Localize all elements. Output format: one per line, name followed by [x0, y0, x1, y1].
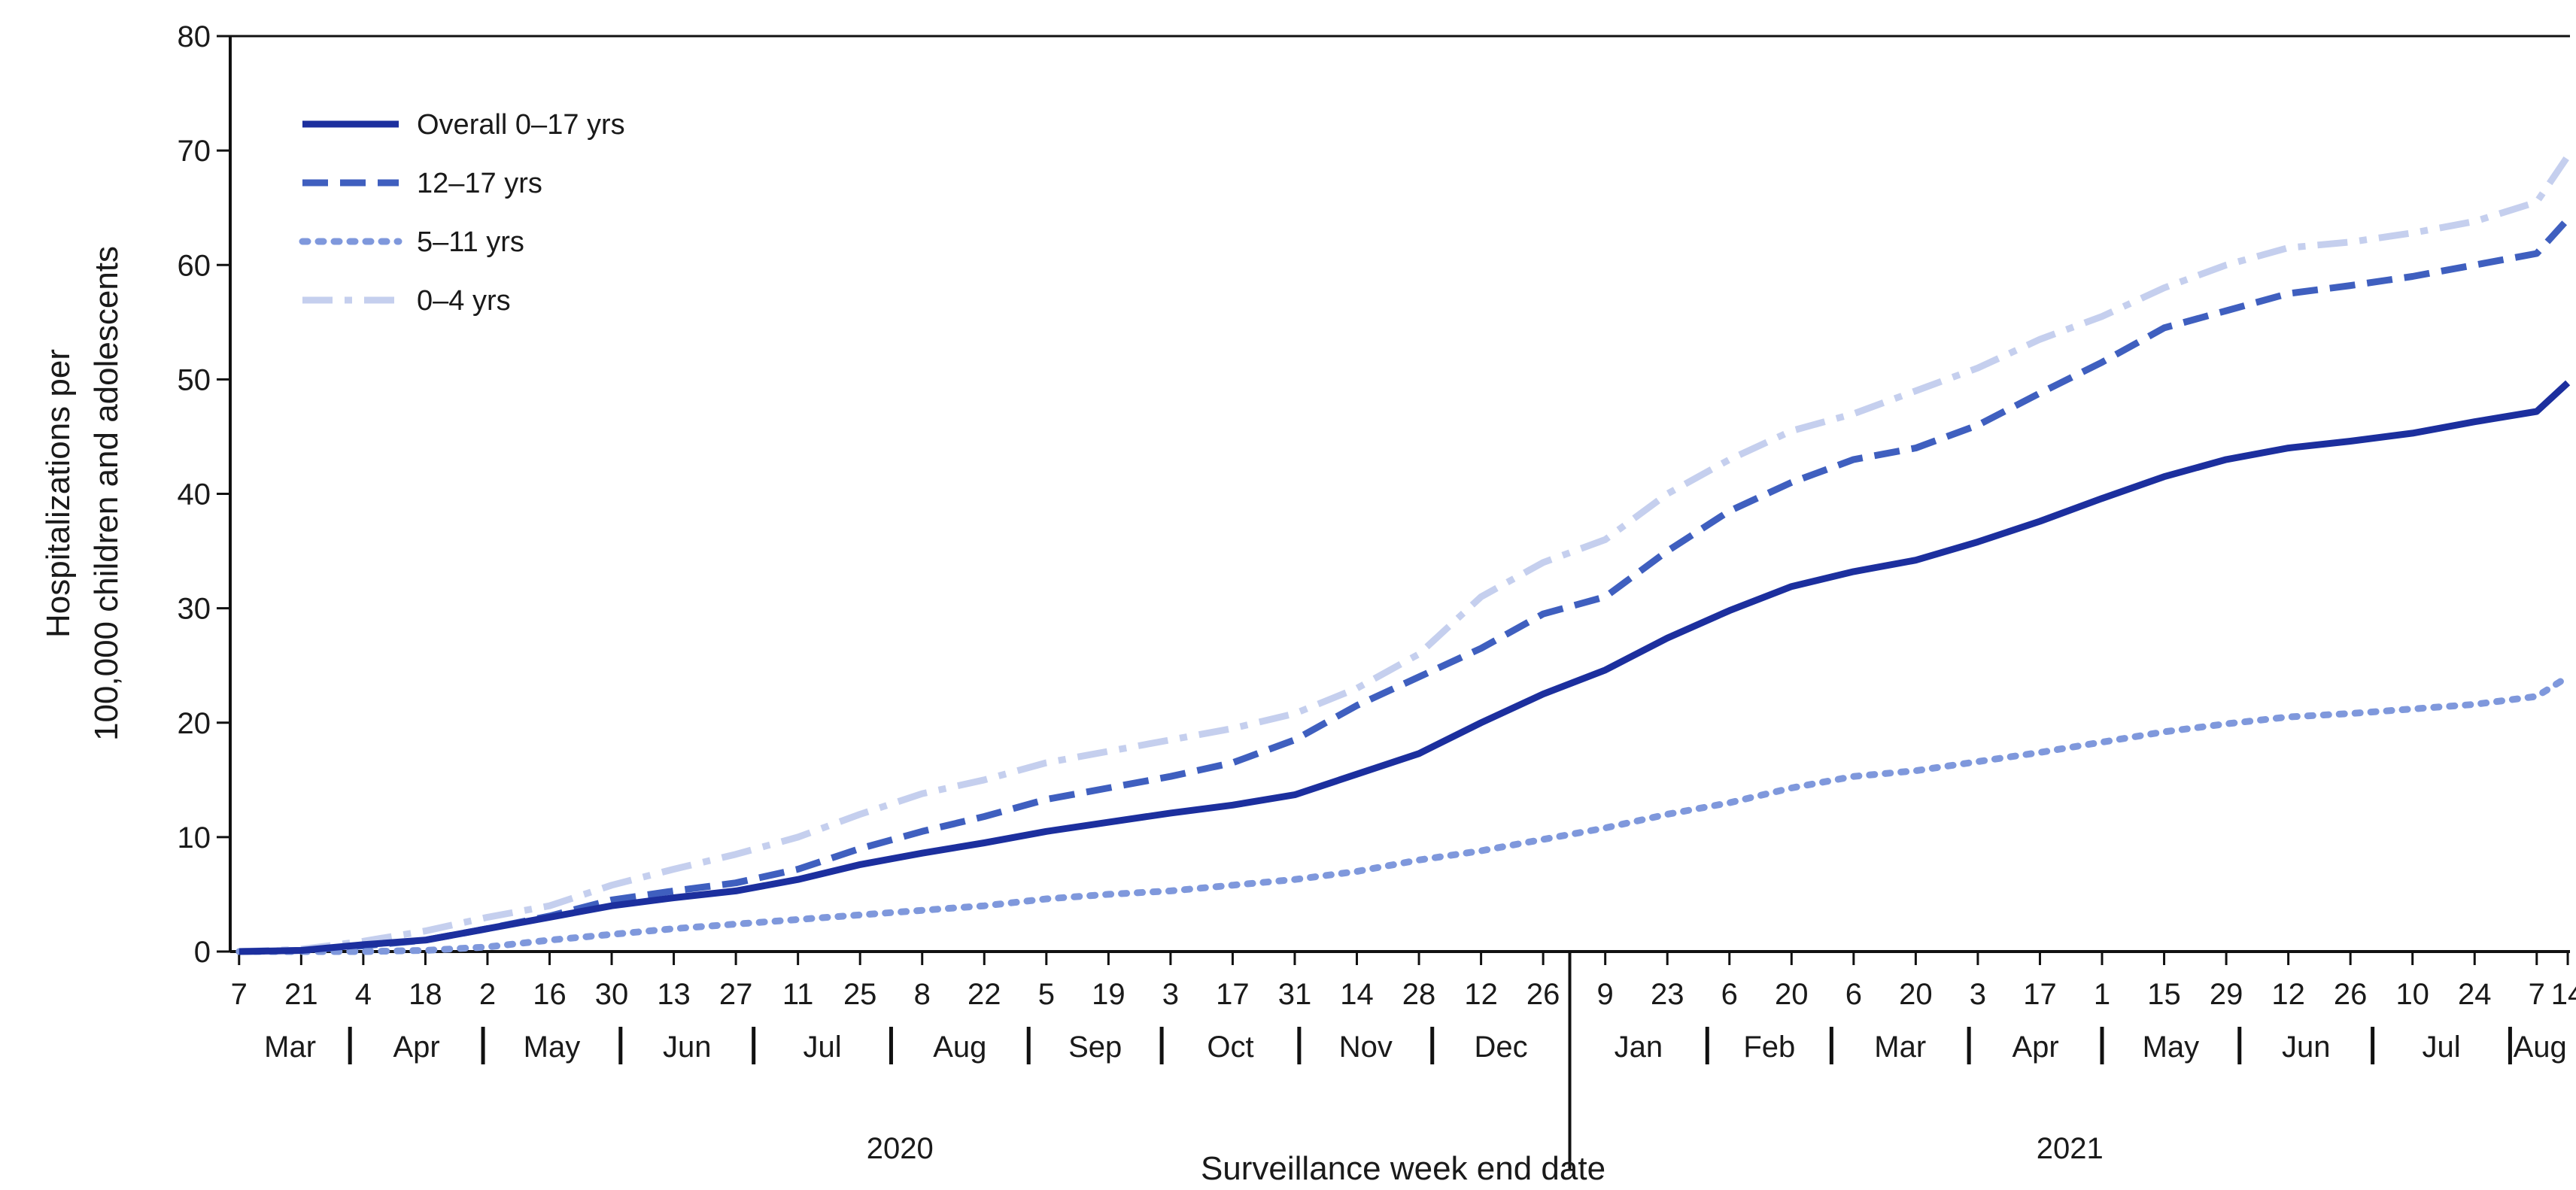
y-tick-label: 80	[178, 20, 211, 53]
x-tick-label: 31	[1278, 978, 1312, 1011]
y-tick-label: 20	[178, 707, 211, 740]
x-tick-label: 30	[595, 978, 629, 1011]
year-label: 2021	[2037, 1132, 2104, 1165]
month-label: Mar	[264, 1031, 316, 1064]
x-tick-label: 10	[2395, 978, 2429, 1011]
legend-label: 0–4 yrs	[417, 285, 511, 317]
series-line	[238, 380, 2571, 955]
x-tick-label: 26	[1526, 978, 1560, 1011]
x-tick-label: 21	[284, 978, 318, 1011]
y-tick-label: 30	[178, 593, 211, 626]
x-tick-label: 12	[2271, 978, 2305, 1011]
x-tick-label: 14	[2551, 978, 2576, 1011]
legend-label: 12–17 yrs	[417, 168, 542, 199]
month-label: Nov	[1339, 1031, 1393, 1064]
x-tick-label: 27	[719, 978, 753, 1011]
x-tick-label: 15	[2147, 978, 2181, 1011]
x-axis-title: Surveillance week end date	[1201, 1150, 1605, 1187]
y-tick-label: 70	[178, 135, 211, 168]
x-tick-label: 17	[2023, 978, 2057, 1011]
month-label: Jan	[1615, 1031, 1663, 1064]
x-tick-label: 26	[2334, 978, 2368, 1011]
series-line	[238, 217, 2571, 955]
y-tick-label: 50	[178, 363, 211, 396]
x-tick-label: 6	[1721, 978, 1738, 1011]
year-label: 2020	[867, 1132, 934, 1165]
month-label: May	[2143, 1031, 2200, 1064]
x-tick-label: 13	[657, 978, 691, 1011]
series-lines	[235, 154, 2571, 955]
y-axis-title-line-1: Hospitalizations per	[40, 349, 77, 638]
month-label: Feb	[1743, 1031, 1795, 1064]
axis-labels: Surveillance week end date Hospitalizatio…	[40, 246, 1605, 1187]
x-tick-label: 11	[782, 978, 814, 1011]
month-label: Oct	[1207, 1031, 1253, 1064]
x-tick-label: 20	[1775, 978, 1809, 1011]
x-tick-label: 6	[1845, 978, 1862, 1011]
legend: Overall 0–17 yrs 12–17 yrs 5–11 yrs 0–4 yrs	[299, 109, 625, 317]
y-tick-label: 0	[194, 936, 211, 969]
x-tick-label: 9	[1597, 978, 1614, 1011]
month-label: Aug	[2514, 1031, 2567, 1064]
month-label: Sep	[1068, 1031, 1122, 1064]
y-tick-label: 60	[178, 249, 211, 282]
month-label: May	[524, 1031, 581, 1064]
month-label: Jul	[2422, 1031, 2460, 1064]
x-tick-label: 17	[1216, 978, 1250, 1011]
x-tick-label: 7	[2529, 978, 2545, 1011]
series-line	[238, 154, 2571, 955]
y-tick-label: 40	[178, 478, 211, 512]
x-tick-label: 14	[1340, 978, 1374, 1011]
x-tick-label: 22	[968, 978, 1001, 1011]
x-tick-label: 23	[1651, 978, 1684, 1011]
x-tick-label: 25	[843, 978, 877, 1011]
legend-label: 5–11 yrs	[417, 226, 524, 258]
x-tick-label: 3	[1162, 978, 1179, 1011]
month-label: Jun	[663, 1031, 712, 1064]
x-tick-label: 2	[479, 978, 496, 1011]
y-axis-title-line-2: 100,000 children and adolescents	[88, 246, 125, 741]
x-tick-label: 7	[231, 978, 248, 1011]
x-tick-label: 19	[1092, 978, 1125, 1011]
month-label: Mar	[1874, 1031, 1926, 1064]
x-tick-label: 1	[2094, 978, 2110, 1011]
x-tick-label: 5	[1038, 978, 1055, 1011]
x-tick-label: 4	[355, 978, 372, 1011]
month-label: Aug	[933, 1031, 986, 1064]
month-label: Dec	[1475, 1031, 1528, 1064]
month-label: Apr	[393, 1031, 439, 1064]
legend-label: Overall 0–17 yrs	[417, 109, 625, 141]
x-tick-label: 16	[533, 978, 567, 1011]
month-label: Apr	[2012, 1031, 2058, 1064]
series-line	[235, 673, 2571, 955]
x-tick-label: 28	[1402, 978, 1436, 1011]
y-tick-label: 10	[178, 821, 211, 855]
x-tick-label: 24	[2458, 978, 2492, 1011]
month-label: Jun	[2282, 1031, 2331, 1064]
x-tick-label: 3	[1970, 978, 1986, 1011]
x-tick-label: 12	[1464, 978, 1498, 1011]
x-tick-label: 20	[1899, 978, 1933, 1011]
x-tick-label: 29	[2210, 978, 2243, 1011]
x-tick-label: 8	[914, 978, 931, 1011]
x-tick-label: 18	[409, 978, 442, 1011]
month-label: Jul	[803, 1031, 842, 1064]
